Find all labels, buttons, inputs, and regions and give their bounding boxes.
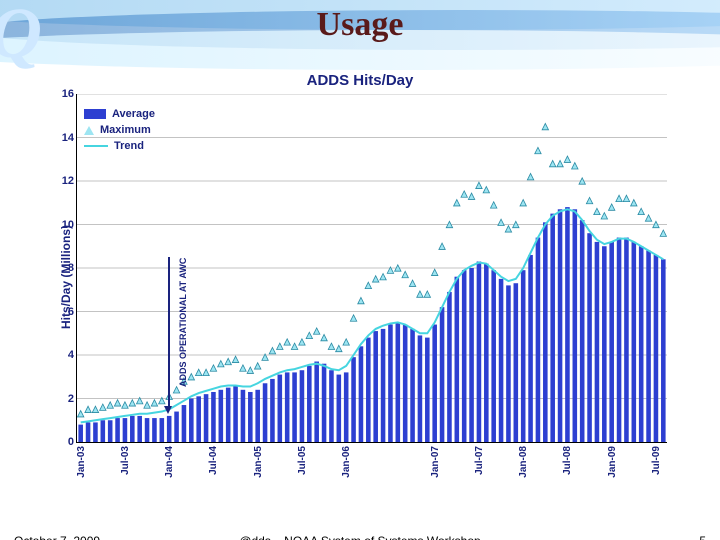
x-tick: Jan-06 — [341, 446, 352, 478]
x-tick: Jul-03 — [120, 446, 131, 475]
y-tick: 8 — [68, 262, 74, 274]
chart-title: ADDS Hits/Day — [40, 72, 680, 89]
x-tick: Jan-03 — [76, 446, 87, 478]
annotation-line — [168, 257, 170, 408]
x-tick: Jan-08 — [518, 446, 529, 478]
footer-page: 5 — [699, 534, 706, 540]
slide: Q Usage ADDS Hits/Day Hits/Day (Millions… — [0, 0, 720, 540]
y-tick: 6 — [68, 306, 74, 318]
chart-container: ADDS Hits/Day Hits/Day (Millions) Averag… — [40, 72, 680, 482]
slide-title: Usage — [0, 6, 720, 44]
y-tick: 16 — [62, 88, 74, 100]
x-tick: Jan-05 — [253, 446, 264, 478]
chart-svg — [77, 94, 667, 442]
y-tick: 10 — [62, 219, 74, 231]
y-tick: 4 — [68, 349, 74, 361]
plot-area — [76, 94, 667, 443]
y-tick: 0 — [68, 436, 74, 448]
x-tick: Jan-04 — [164, 446, 175, 478]
x-tick: Jan-07 — [430, 446, 441, 478]
x-tick: Jan-09 — [607, 446, 618, 478]
annotation-text: ADDS OPERATIONAL AT AWC — [178, 258, 188, 387]
x-tick: Jul-08 — [562, 446, 573, 475]
x-tick: Jul-09 — [651, 446, 662, 475]
y-tick: 12 — [62, 175, 74, 187]
x-tick: Jul-07 — [474, 446, 485, 475]
x-tick: Jul-04 — [208, 446, 219, 475]
annotation-arrow-icon — [164, 406, 172, 414]
y-tick: 2 — [68, 393, 74, 405]
y-tick: 14 — [62, 132, 74, 144]
x-tick: Jul-05 — [297, 446, 308, 475]
footer-center: @dds – NOAA System of Systems Workshop — [0, 534, 720, 540]
